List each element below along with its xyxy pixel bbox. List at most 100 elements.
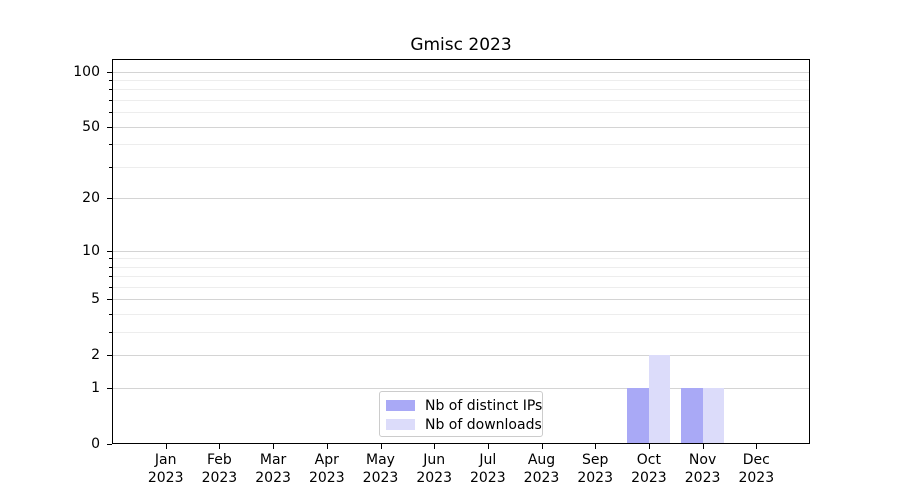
y-tick-minor bbox=[109, 287, 112, 288]
x-tick-label: Oct 2023 bbox=[621, 451, 677, 487]
y-tick-minor bbox=[109, 332, 112, 334]
y-gridline-major bbox=[112, 299, 810, 301]
legend-swatch-distinct-ips bbox=[386, 400, 415, 411]
y-tick bbox=[107, 355, 112, 357]
y-gridline-major bbox=[112, 355, 810, 357]
x-tick-label: Aug 2023 bbox=[514, 451, 570, 487]
x-tick-month: Mar bbox=[259, 452, 287, 468]
x-tick bbox=[273, 444, 275, 449]
y-tick bbox=[107, 388, 112, 390]
y-tick-label: 100 bbox=[73, 63, 100, 80]
y-tick-label: 5 bbox=[91, 291, 100, 308]
y-tick-minor bbox=[109, 166, 112, 168]
x-tick-label: Dec 2023 bbox=[728, 451, 784, 487]
x-tick-month: Nov bbox=[688, 452, 717, 468]
x-tick-label: Feb 2023 bbox=[191, 451, 247, 487]
y-gridline-major bbox=[112, 250, 810, 252]
y-tick-label: 20 bbox=[82, 190, 100, 207]
x-tick-year: 2023 bbox=[469, 470, 506, 486]
y-tick-minor bbox=[109, 276, 112, 278]
x-tick-year: 2023 bbox=[255, 470, 291, 486]
y-tick-minor bbox=[109, 112, 112, 114]
y-tick-minor bbox=[109, 89, 112, 91]
y-gridline-minor bbox=[112, 144, 810, 146]
x-tick bbox=[219, 444, 221, 449]
x-tick-month: Feb bbox=[206, 452, 232, 468]
x-tick-month: Jul bbox=[479, 452, 497, 468]
legend: Nb of distinct IPs Nb of downloads bbox=[379, 391, 543, 437]
bar-distinct-ips bbox=[627, 388, 649, 444]
x-tick bbox=[487, 444, 489, 449]
y-gridline-minor bbox=[112, 80, 810, 81]
x-tick-year: 2023 bbox=[577, 470, 613, 486]
x-tick-month: Jun bbox=[423, 452, 446, 468]
x-tick bbox=[541, 444, 543, 449]
x-tick bbox=[434, 444, 436, 449]
x-tick-month: Oct bbox=[636, 452, 661, 468]
x-tick-label: May 2023 bbox=[353, 451, 409, 487]
x-tick bbox=[702, 444, 704, 449]
x-tick-year: 2023 bbox=[738, 470, 775, 486]
x-tick-label: Mar 2023 bbox=[245, 451, 301, 487]
x-tick-label: Jan 2023 bbox=[138, 451, 194, 487]
x-tick-year: 2023 bbox=[416, 470, 452, 486]
legend-label-distinct-ips: Nb of distinct IPs bbox=[425, 397, 543, 414]
x-tick-label: Nov 2023 bbox=[675, 451, 731, 487]
y-gridline-minor bbox=[112, 258, 810, 260]
x-tick-label: Jul 2023 bbox=[460, 451, 516, 487]
y-gridline-minor bbox=[112, 100, 810, 101]
x-tick-label: Sep 2023 bbox=[567, 451, 623, 487]
y-gridline-minor bbox=[112, 112, 810, 114]
legend-row-downloads: Nb of downloads bbox=[386, 415, 542, 434]
y-gridline-major bbox=[112, 126, 810, 128]
y-gridline-major bbox=[112, 388, 810, 390]
y-tick-minor bbox=[109, 100, 112, 101]
y-gridline-major bbox=[112, 198, 810, 200]
x-tick-year: 2023 bbox=[684, 470, 721, 486]
y-tick-minor bbox=[109, 258, 112, 260]
bar-distinct-ips bbox=[681, 388, 703, 444]
y-tick-label: 1 bbox=[91, 380, 100, 397]
x-tick-label: Jun 2023 bbox=[406, 451, 462, 487]
plot-area bbox=[112, 59, 810, 444]
bar-downloads bbox=[702, 388, 725, 444]
y-tick-minor bbox=[109, 144, 112, 146]
y-tick bbox=[107, 126, 112, 128]
y-tick-label: 10 bbox=[82, 242, 100, 259]
x-tick-month: Apr bbox=[314, 452, 339, 468]
y-gridline-minor bbox=[112, 166, 810, 168]
x-tick-year: 2023 bbox=[308, 470, 345, 486]
x-tick bbox=[165, 444, 167, 449]
x-tick-month: Sep bbox=[581, 452, 609, 468]
bar-downloads bbox=[648, 355, 671, 444]
chart-title: Gmisc 2023 bbox=[410, 35, 512, 55]
y-gridline-major bbox=[112, 71, 810, 73]
x-tick-label: Apr 2023 bbox=[299, 451, 355, 487]
y-tick-label: 0 bbox=[91, 436, 100, 452]
x-tick-month: May bbox=[366, 452, 395, 468]
y-tick-minor bbox=[109, 80, 112, 81]
x-tick bbox=[595, 444, 597, 449]
y-gridline-minor bbox=[112, 314, 810, 316]
y-tick-minor bbox=[109, 314, 112, 316]
x-tick bbox=[756, 444, 758, 449]
x-tick-year: 2023 bbox=[631, 470, 667, 486]
y-tick-label: 50 bbox=[82, 118, 100, 135]
x-tick-month: Jan bbox=[154, 452, 177, 468]
legend-swatch-downloads bbox=[386, 419, 415, 430]
y-tick bbox=[107, 250, 112, 252]
x-tick bbox=[648, 444, 650, 449]
y-gridline-minor bbox=[112, 89, 810, 91]
x-tick bbox=[380, 444, 382, 449]
y-tick bbox=[107, 198, 112, 200]
y-tick bbox=[107, 444, 112, 445]
y-tick bbox=[107, 299, 112, 301]
y-gridline-minor bbox=[112, 287, 810, 288]
y-tick bbox=[107, 71, 112, 73]
legend-row-distinct-ips: Nb of distinct IPs bbox=[386, 396, 542, 415]
x-tick-month: Dec bbox=[742, 452, 770, 468]
y-gridline-minor bbox=[112, 266, 810, 268]
x-tick bbox=[326, 444, 328, 449]
x-tick-year: 2023 bbox=[201, 470, 238, 486]
